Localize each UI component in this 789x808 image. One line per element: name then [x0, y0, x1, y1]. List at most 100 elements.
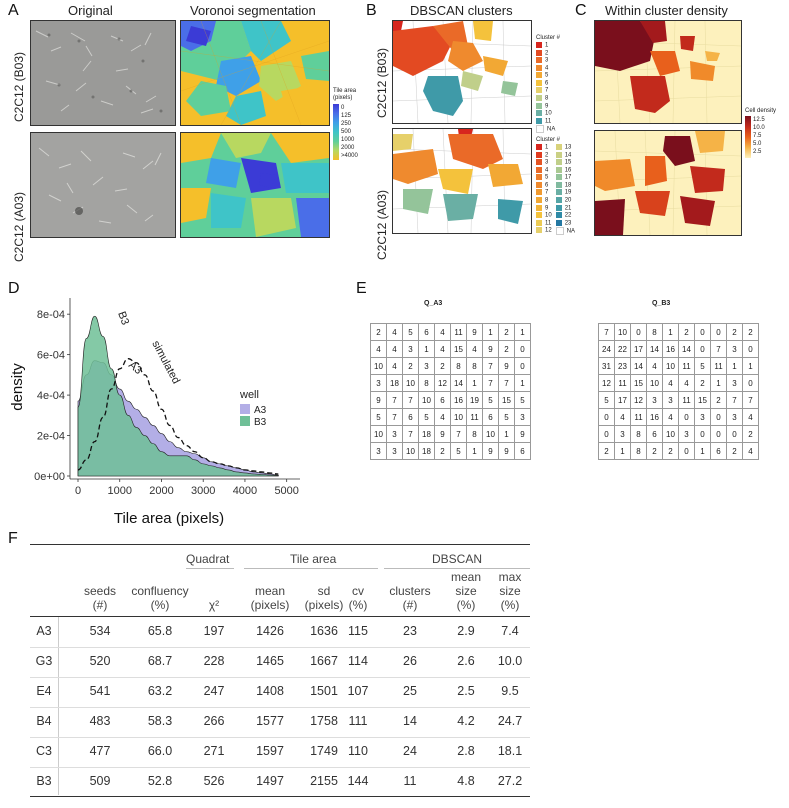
quadrat-cell: 8	[646, 323, 663, 341]
quadrat-cell: 7	[742, 391, 759, 409]
quadrat-cell: 14	[450, 374, 467, 392]
quadrat-cell: 8	[466, 425, 483, 443]
panel-label-d: D	[8, 280, 20, 297]
y-tick-label: 4e-04	[37, 390, 65, 402]
quadrat-cell: 6	[514, 442, 531, 460]
cluster-item: 15	[555, 159, 575, 167]
column-header: mean	[254, 584, 286, 598]
panel-label-e: E	[356, 280, 367, 297]
table-cell: 197	[203, 624, 225, 638]
cluster-item: 4	[536, 166, 552, 175]
column-header: χ²	[208, 598, 220, 612]
dbscan-b03	[392, 20, 532, 124]
quadrat-cell: 10	[370, 425, 387, 443]
row-label-a03: C2C12 (A03)	[12, 191, 26, 262]
cluster-item: 2	[536, 49, 560, 58]
table-cell: 26	[403, 654, 417, 668]
quadrat-cell: 12	[630, 391, 647, 409]
quadrat-row: 3 3 10 18 2 5 1 9 9 6	[370, 442, 531, 460]
panel-label-b: B	[366, 2, 377, 19]
quadrat-cell: 18	[386, 374, 403, 392]
cluster-item: 18	[555, 181, 575, 190]
row-label: A3	[36, 624, 52, 638]
quadrat-cell: 4	[646, 357, 663, 375]
quadrat-cell: 4	[678, 374, 695, 392]
quadrat-cell: 1	[466, 374, 483, 392]
quadrat-cell: 14	[678, 340, 695, 358]
cluster-item: 1	[536, 42, 560, 50]
tile-area-tick: 500	[341, 129, 352, 135]
quadrat-cell: 0	[710, 408, 727, 426]
table-f-top-rule	[30, 544, 530, 545]
table-cell: 271	[203, 744, 225, 758]
quadrat-cell: 7	[450, 425, 467, 443]
legend-title: well	[239, 389, 259, 401]
tile-area-tick: 125	[341, 113, 352, 119]
table-cell: 2.5	[457, 684, 475, 698]
quadrat-cell: 7	[386, 408, 403, 426]
cluster-item: 1	[536, 144, 552, 152]
quadrat-cell: 1	[498, 425, 515, 443]
cluster-item: 10	[536, 110, 560, 118]
column-header: cv	[352, 584, 364, 598]
quadrat-cell: 2	[646, 442, 663, 460]
quadrat-cell: 7	[482, 357, 499, 375]
column-header: (pixels)	[250, 598, 290, 612]
quadrat-cell: 3	[662, 391, 679, 409]
quadrat-cell: 2	[726, 442, 743, 460]
table-cell: 2.9	[457, 624, 475, 638]
quadrat-cell: 5	[418, 408, 435, 426]
quadrat-cell: 3	[402, 340, 419, 358]
quadrat-cell: 0	[710, 425, 727, 443]
column-header: (#)	[92, 598, 108, 612]
cluster-item: 22	[555, 212, 575, 220]
quadrat-cell: 2	[726, 323, 743, 341]
group-header-quadrat: Quadrat	[186, 552, 230, 566]
micrograph-b03	[30, 20, 176, 126]
tile-area-colorbar	[333, 104, 339, 160]
x-axis-label: Tile area (pixels)	[114, 510, 224, 527]
cluster-item: 3	[536, 159, 552, 167]
quadrat-cell: 9	[434, 425, 451, 443]
table-cell: 1577	[256, 714, 284, 728]
column-header: clusters	[389, 584, 431, 598]
quadrat-cell: 11	[614, 374, 631, 392]
group-header-tile-area: Tile area	[290, 552, 337, 566]
quadrat-cell: 0	[742, 374, 759, 392]
table-cell: 11	[403, 774, 417, 788]
quadrat-cell: 2	[678, 323, 695, 341]
panel-label-c: C	[575, 2, 587, 19]
table-cell: 4.2	[457, 714, 475, 728]
quadrat-cell: 1	[710, 374, 727, 392]
y-tick-label: 0e+00	[34, 471, 65, 483]
table-cell: 18.1	[497, 744, 523, 758]
row-label: B4	[36, 714, 52, 728]
voronoi-a03-svg	[181, 133, 329, 237]
table-cell: 144	[347, 774, 369, 788]
quadrat-cell: 11	[466, 408, 483, 426]
chart-axes: 0e+00 2e-04 4e-04 6e-04 8e-04 0 1000 2000 3000 40…	[34, 298, 300, 497]
quadrat-cell: 0	[694, 323, 711, 341]
quadrat-cell: 8	[630, 425, 647, 443]
tile-area-legend-title-2: (pixels)	[333, 95, 353, 101]
quadrat-cell: 8	[450, 357, 467, 375]
quadrat-cell: 1	[514, 374, 531, 392]
quadrat-cell: 6	[418, 323, 435, 341]
quadrat-cell: 3	[678, 425, 695, 443]
legend-label-a3: A3	[254, 405, 267, 416]
quadrat-cell: 5	[450, 442, 467, 460]
voronoi-b03-svg	[181, 21, 329, 125]
cluster-item: 6	[536, 181, 552, 190]
x-tick-label: 4000	[233, 485, 257, 497]
row-label: G3	[35, 654, 53, 668]
quadrat-cell: 0	[678, 442, 695, 460]
table-f-header-rule	[30, 616, 530, 617]
table-cell: 4.8	[457, 774, 475, 788]
quadrat-cell: 7	[482, 374, 499, 392]
cluster-item: 2	[536, 151, 552, 160]
quadrat-row: 24 22 17 14 16 14 0 7 3 0	[598, 340, 759, 358]
cluster-item: 20	[555, 197, 575, 205]
cluster-item: 11	[536, 117, 560, 126]
row-label: B3	[36, 774, 52, 788]
